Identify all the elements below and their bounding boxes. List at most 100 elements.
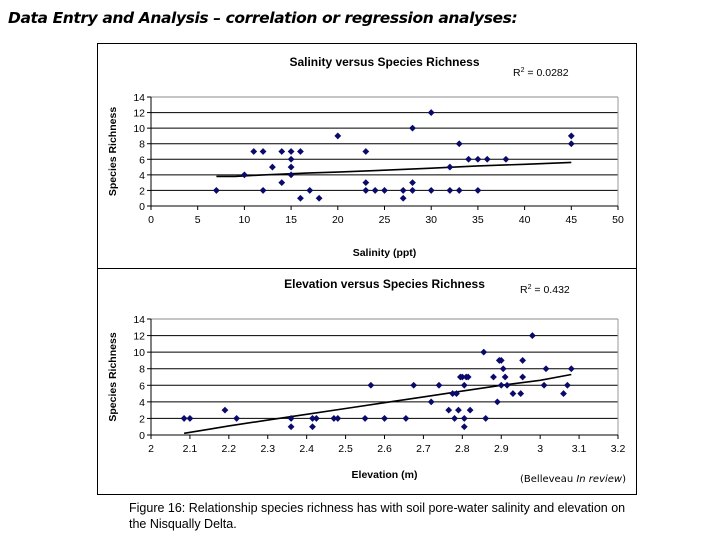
data-point <box>509 390 517 397</box>
data-point <box>287 155 295 163</box>
data-point <box>278 148 286 155</box>
x-tick-label: 3.2 <box>611 443 626 455</box>
data-point <box>287 171 295 179</box>
data-point <box>241 171 248 179</box>
data-point <box>455 187 463 194</box>
data-point <box>474 155 482 163</box>
source-credit: (Belleveau In review) <box>520 474 626 485</box>
data-point <box>567 140 575 148</box>
data-point <box>465 155 472 163</box>
y-tick-label: 12 <box>133 108 145 120</box>
data-point <box>501 373 509 381</box>
y-tick-label: 12 <box>133 331 145 343</box>
data-point <box>451 415 458 422</box>
credit-close: ) <box>622 474 627 485</box>
data-point <box>567 365 575 373</box>
x-tick-label: 10 <box>239 214 251 226</box>
x-tick-label: 0 <box>148 214 154 226</box>
data-point <box>446 163 454 171</box>
x-tick-label: 50 <box>612 214 624 226</box>
data-point <box>455 140 463 148</box>
data-point <box>334 415 342 422</box>
r-squared-superscript: 2 <box>528 284 532 291</box>
data-point <box>449 390 457 397</box>
x-tick-label: 2.3 <box>260 443 275 455</box>
data-point <box>269 163 276 171</box>
data-point <box>399 187 407 194</box>
data-point <box>480 348 488 356</box>
data-point <box>362 187 370 194</box>
x-tick-label: 30 <box>425 214 437 226</box>
r-squared-value: = 0.0282 <box>525 67 569 79</box>
y-tick-label: 14 <box>133 92 145 104</box>
data-point <box>427 109 435 116</box>
data-point <box>297 148 304 155</box>
x-tick-label: 3 <box>537 443 543 455</box>
x-tick-label: 20 <box>332 214 344 226</box>
data-point <box>287 148 295 155</box>
data-point <box>542 365 550 373</box>
data-point <box>519 357 527 364</box>
y-tick-label: 6 <box>139 154 145 166</box>
data-point <box>259 148 267 155</box>
y-tick-label: 8 <box>139 139 145 151</box>
data-point <box>427 187 435 194</box>
credit-status: In review <box>576 474 623 485</box>
data-point <box>330 415 338 422</box>
r-squared-label: R2 = 0.0282 <box>513 67 569 79</box>
x-tick-label: 15 <box>285 214 297 226</box>
data-point <box>502 155 510 163</box>
data-point <box>409 124 416 132</box>
data-point <box>460 381 468 389</box>
r-squared-symbol: R <box>513 67 521 79</box>
data-point <box>362 179 370 187</box>
data-point <box>460 423 468 431</box>
data-point <box>528 332 536 339</box>
data-point <box>446 187 454 194</box>
y-tick-label: 0 <box>139 201 145 213</box>
data-point <box>312 415 320 422</box>
data-point <box>381 187 388 194</box>
data-point <box>564 381 571 389</box>
data-point <box>455 406 462 414</box>
salinity-chart-panel: Salinity versus Species Richness R2 = 0.0… <box>97 43 637 269</box>
data-point <box>453 390 460 397</box>
x-tick-label: 45 <box>565 214 577 226</box>
data-point <box>409 179 416 187</box>
x-tick-label: 25 <box>379 214 391 226</box>
data-point <box>212 187 220 194</box>
data-point <box>427 398 435 406</box>
trendline <box>216 161 572 178</box>
data-point <box>221 406 229 414</box>
data-point <box>278 179 286 187</box>
credit-author: (Belleveau <box>520 474 577 485</box>
data-point <box>497 357 505 364</box>
x-axis-label: Elevation (m) <box>352 469 418 481</box>
data-point <box>497 381 505 389</box>
data-point <box>180 415 188 422</box>
data-point <box>474 187 482 194</box>
elevation-chart-panel: Elevation versus Species Richness R2 = 0.… <box>97 268 637 495</box>
y-tick-label: 0 <box>139 430 145 442</box>
data-point <box>460 415 468 422</box>
data-point <box>464 373 472 381</box>
y-tick-label: 8 <box>139 364 145 376</box>
data-point <box>435 381 443 389</box>
data-point <box>367 381 375 389</box>
chart-title: Elevation versus Species Richness <box>284 277 485 291</box>
data-point <box>519 373 527 381</box>
x-tick-label: 2.5 <box>338 443 353 455</box>
data-point <box>402 415 410 422</box>
x-tick-label: 5 <box>195 214 201 226</box>
y-tick-label: 14 <box>133 314 145 326</box>
data-point <box>306 187 314 194</box>
data-point <box>399 194 407 202</box>
trendline <box>183 373 572 435</box>
r-squared-label: R2 = 0.432 <box>520 284 570 296</box>
y-tick-label: 2 <box>139 413 145 425</box>
data-point <box>309 423 316 431</box>
data-point <box>540 381 548 389</box>
data-point <box>259 187 267 194</box>
data-point <box>250 148 258 155</box>
